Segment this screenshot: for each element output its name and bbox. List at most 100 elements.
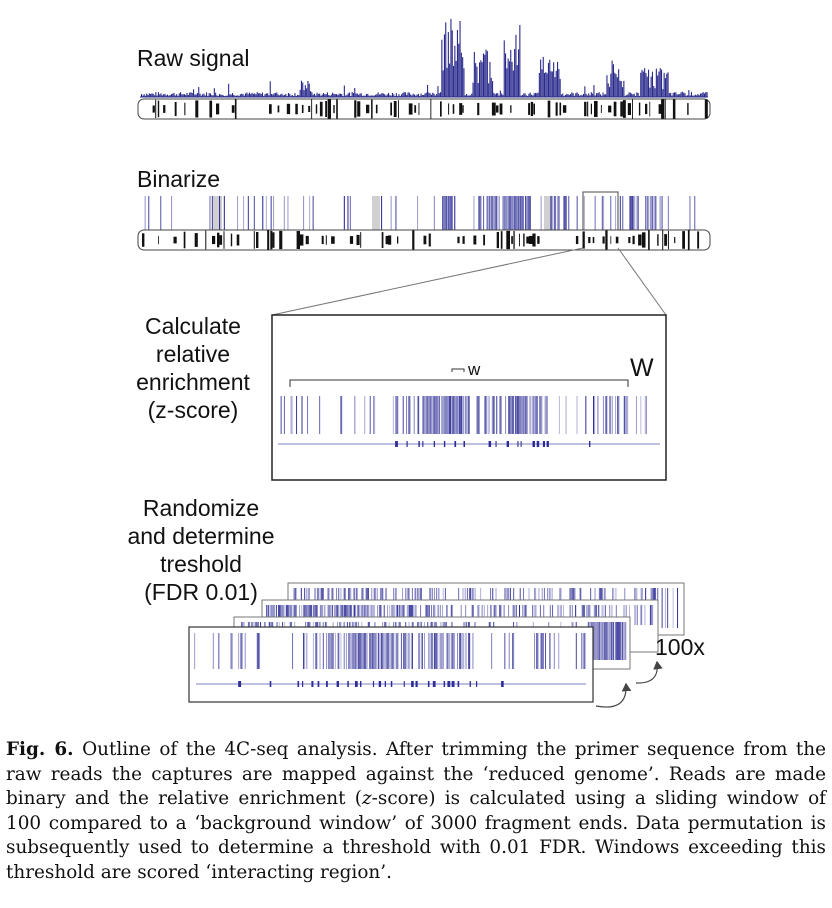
- random-bar: [595, 622, 597, 660]
- random-bar: [230, 633, 232, 669]
- random-bar: [499, 605, 501, 625]
- signal-bar: [510, 50, 512, 97]
- random-bar: [241, 633, 243, 669]
- chromosome-band: [661, 99, 665, 119]
- zscore-bar: [444, 396, 446, 434]
- binary-bar: [287, 196, 289, 230]
- random-bar: [266, 605, 268, 625]
- signal-bar: [173, 93, 175, 97]
- signal-bar: [215, 92, 217, 97]
- zoom-line-left: [271, 247, 584, 316]
- signal-bar: [696, 95, 698, 97]
- signal-bar: [251, 92, 253, 97]
- signal-bar: [294, 93, 296, 97]
- chromosome-band: [418, 103, 420, 115]
- signal-bar: [144, 95, 146, 97]
- signal-bar: [615, 74, 617, 97]
- signal-bar: [532, 95, 534, 97]
- signal-bar: [455, 60, 457, 97]
- random-bar: [324, 605, 326, 625]
- chromosome-band: [408, 103, 413, 115]
- signal-bar: [632, 94, 634, 97]
- signal-bar: [216, 95, 218, 97]
- signal-bar: [300, 80, 302, 97]
- signal-bar: [622, 87, 624, 97]
- signal-bar: [605, 94, 607, 97]
- zscore-bar: [428, 396, 430, 434]
- random-bar: [447, 633, 449, 669]
- signal-bar: [546, 73, 548, 97]
- binary-bar: [519, 196, 521, 230]
- random-bar: [472, 633, 474, 669]
- random-bar: [464, 633, 466, 669]
- signal-bar: [667, 72, 669, 97]
- signal-bar: [371, 95, 373, 97]
- signal-bar: [573, 95, 575, 97]
- signal-bar: [498, 95, 500, 97]
- chromosome-band: [300, 234, 304, 246]
- random-bar: [275, 605, 277, 625]
- binary-bar: [486, 196, 488, 230]
- binary-bar: [312, 196, 314, 230]
- signal-bar: [155, 92, 157, 97]
- binary-bar: [309, 196, 311, 230]
- random-bar: [641, 605, 643, 625]
- binary-bar: [444, 196, 446, 230]
- random-bar: [494, 605, 496, 625]
- chromosome-band: [216, 103, 220, 115]
- signal-bar: [198, 87, 200, 97]
- random-bar: [536, 633, 538, 669]
- zscore-bar: [533, 396, 535, 434]
- signal-bar: [486, 51, 488, 97]
- signal-bar: [398, 94, 400, 97]
- random-bar: [617, 622, 619, 660]
- signal-bar: [661, 69, 663, 97]
- zscore-bar: [424, 396, 426, 434]
- random-bar: [472, 605, 474, 625]
- random-bar: [363, 633, 365, 669]
- signal-bar: [181, 94, 183, 97]
- zscore-bar: [597, 396, 599, 434]
- random-bar: [426, 605, 428, 625]
- random-bar: [534, 633, 536, 669]
- zscore-bar: [425, 396, 427, 434]
- signal-bar: [143, 94, 145, 97]
- random-bar: [372, 633, 374, 669]
- random-bar: [337, 605, 339, 625]
- random-bar: [601, 605, 603, 625]
- signal-bar: [618, 69, 620, 97]
- chromosome-band: [277, 105, 280, 113]
- zscore-bar: [283, 396, 285, 434]
- random-bar: [375, 633, 377, 669]
- zscore-bar: [522, 396, 524, 434]
- random-bar: [398, 605, 400, 625]
- signal-bar: [151, 93, 153, 97]
- chromosome-band: [305, 235, 309, 245]
- caption-text-2: -score) is calculated using a sliding wi…: [6, 788, 826, 883]
- binary-bar: [449, 196, 451, 230]
- signal-bar: [602, 92, 604, 97]
- random-bar: [442, 633, 444, 669]
- signal-bar: [447, 32, 449, 97]
- signal-bar: [195, 94, 197, 97]
- zscore-bar: [508, 396, 510, 434]
- random-bar: [403, 605, 405, 625]
- chromosome-band: [279, 230, 283, 250]
- signal-bar: [547, 63, 549, 97]
- signal-bar: [570, 94, 572, 97]
- signal-bar: [324, 94, 326, 97]
- signal-bar: [420, 93, 422, 97]
- binary-bar: [661, 196, 663, 230]
- gray-region: [212, 196, 222, 230]
- random-bar: [623, 605, 625, 625]
- random-bar: [337, 633, 339, 669]
- chromosome-band: [632, 235, 635, 245]
- signal-bar: [230, 94, 232, 97]
- random-bar: [575, 633, 577, 669]
- signal-bar: [697, 93, 699, 97]
- signal-bar: [259, 93, 261, 97]
- random-bar: [406, 605, 408, 625]
- signal-bar: [402, 92, 404, 97]
- random-bar: [322, 605, 324, 625]
- random-bar: [604, 605, 606, 625]
